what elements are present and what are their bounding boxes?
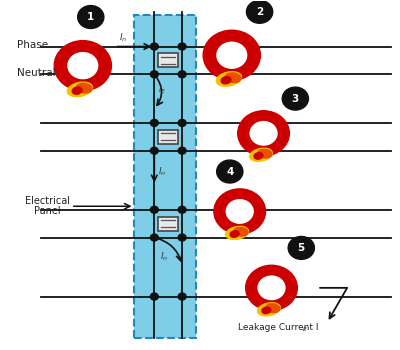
Ellipse shape bbox=[250, 148, 272, 161]
Circle shape bbox=[68, 52, 98, 79]
Circle shape bbox=[150, 71, 158, 78]
Text: Neutral: Neutral bbox=[17, 68, 56, 78]
Circle shape bbox=[150, 147, 158, 154]
Ellipse shape bbox=[216, 72, 242, 86]
Ellipse shape bbox=[258, 149, 272, 158]
Circle shape bbox=[217, 160, 243, 183]
Circle shape bbox=[150, 293, 158, 300]
Circle shape bbox=[178, 43, 186, 50]
Text: Phase: Phase bbox=[17, 40, 48, 50]
Ellipse shape bbox=[226, 226, 248, 239]
Text: Panel: Panel bbox=[34, 206, 60, 216]
Text: 4: 4 bbox=[226, 167, 234, 176]
Text: 5: 5 bbox=[298, 243, 305, 253]
Circle shape bbox=[217, 42, 247, 68]
Text: $I_n$: $I_n$ bbox=[158, 165, 166, 178]
Ellipse shape bbox=[234, 228, 248, 236]
Circle shape bbox=[178, 206, 186, 213]
Circle shape bbox=[282, 87, 308, 110]
Ellipse shape bbox=[258, 303, 280, 316]
Ellipse shape bbox=[76, 83, 92, 93]
Circle shape bbox=[178, 293, 186, 300]
Text: Leakage Current I: Leakage Current I bbox=[238, 323, 318, 332]
Ellipse shape bbox=[262, 307, 271, 314]
Ellipse shape bbox=[230, 231, 239, 237]
Ellipse shape bbox=[266, 304, 280, 313]
FancyBboxPatch shape bbox=[134, 15, 196, 338]
Ellipse shape bbox=[72, 87, 82, 94]
Ellipse shape bbox=[226, 73, 241, 83]
Circle shape bbox=[238, 111, 289, 156]
Ellipse shape bbox=[254, 153, 263, 159]
Circle shape bbox=[150, 43, 158, 50]
Circle shape bbox=[246, 265, 297, 310]
Circle shape bbox=[150, 119, 158, 126]
Circle shape bbox=[250, 121, 277, 145]
Circle shape bbox=[150, 206, 158, 213]
Circle shape bbox=[288, 237, 314, 259]
Circle shape bbox=[214, 189, 266, 234]
Text: $I_n$: $I_n$ bbox=[118, 32, 127, 44]
Text: $_E$: $_E$ bbox=[302, 325, 308, 334]
FancyBboxPatch shape bbox=[158, 217, 178, 231]
Text: 1: 1 bbox=[87, 12, 94, 22]
FancyBboxPatch shape bbox=[158, 130, 178, 144]
Text: Electrical: Electrical bbox=[24, 196, 70, 206]
Circle shape bbox=[258, 276, 285, 300]
Circle shape bbox=[178, 234, 186, 241]
Circle shape bbox=[178, 71, 186, 78]
Text: $I_n$: $I_n$ bbox=[160, 250, 168, 263]
Circle shape bbox=[203, 30, 260, 80]
Circle shape bbox=[178, 147, 186, 154]
Circle shape bbox=[178, 119, 186, 126]
Text: 3: 3 bbox=[292, 93, 299, 104]
Circle shape bbox=[226, 200, 253, 223]
FancyBboxPatch shape bbox=[158, 54, 178, 67]
Circle shape bbox=[78, 6, 104, 28]
Circle shape bbox=[54, 41, 112, 91]
Circle shape bbox=[246, 0, 273, 23]
Text: $I_E$: $I_E$ bbox=[158, 84, 167, 96]
Ellipse shape bbox=[221, 77, 231, 84]
Circle shape bbox=[150, 234, 158, 241]
Text: 2: 2 bbox=[256, 7, 263, 17]
Ellipse shape bbox=[67, 82, 92, 97]
